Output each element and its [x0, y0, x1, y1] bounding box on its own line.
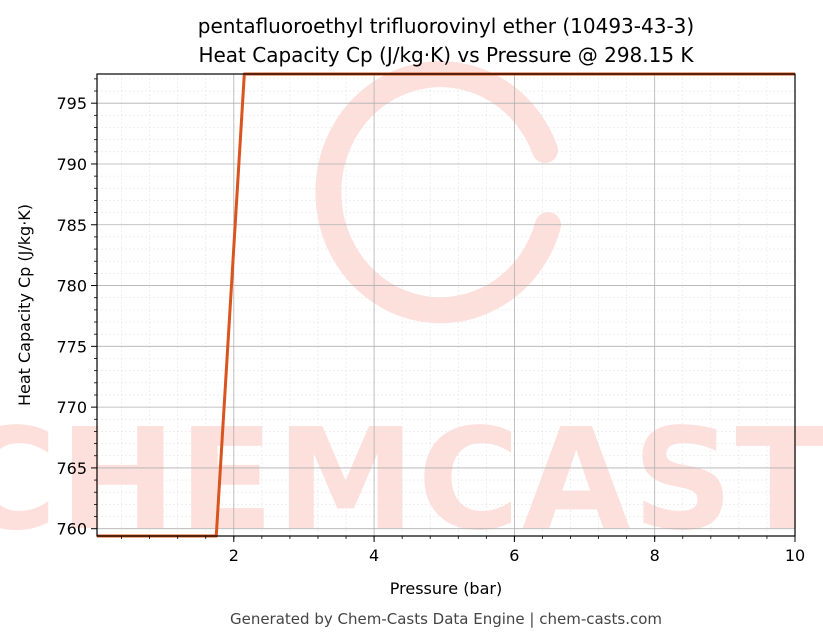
y-axis: 760 765 770 775 780 785 790 795 — [56, 78, 97, 539]
x-tick-label: 6 — [509, 546, 519, 565]
watermark-logo-icon — [315, 61, 561, 324]
y-tick-label: 785 — [56, 216, 87, 235]
grid-minor — [97, 74, 795, 536]
chart-title-line-1: pentafluoroethyl trifluorovinyl ether (1… — [198, 14, 694, 38]
x-tick-label: 8 — [650, 546, 660, 565]
y-tick-label: 795 — [56, 94, 87, 113]
y-tick-label: 775 — [56, 337, 87, 356]
plot-frame — [96, 73, 796, 537]
x-axis: 2 4 6 8 10 — [121, 536, 805, 565]
x-axis-title: Pressure (bar) — [390, 579, 502, 598]
x-tick-label: 10 — [785, 546, 805, 565]
x-tick-label: 4 — [369, 546, 379, 565]
watermark: CHEMCASTS — [0, 61, 823, 562]
watermark-text: CHEMCASTS — [0, 399, 823, 562]
y-tick-label: 780 — [56, 277, 87, 296]
y-tick-label: 770 — [56, 398, 87, 417]
y-axis-title: Heat Capacity Cp (J/kg·K) — [15, 204, 34, 406]
y-tick-label: 760 — [56, 520, 87, 539]
y-tick-label: 790 — [56, 155, 87, 174]
footer-credit: Generated by Chem-Casts Data Engine | ch… — [230, 610, 662, 628]
chart-title-line-2: Heat Capacity Cp (J/kg·K) vs Pressure @ … — [198, 43, 694, 67]
y-tick-label: 765 — [56, 459, 87, 478]
x-tick-label: 2 — [229, 546, 239, 565]
